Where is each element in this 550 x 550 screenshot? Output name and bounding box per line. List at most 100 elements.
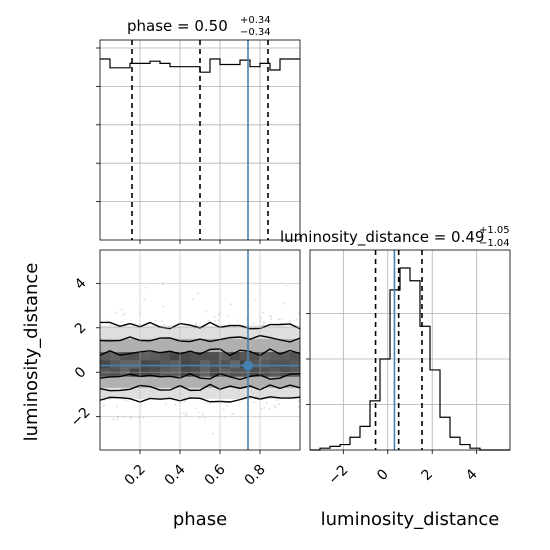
scatter-point bbox=[207, 319, 210, 322]
contour-middle-lower bbox=[99, 383, 301, 392]
density-cell bbox=[260, 352, 270, 361]
density-cell bbox=[140, 360, 150, 369]
phase-xtick-label: 0.4 bbox=[162, 462, 189, 489]
density-cell bbox=[290, 360, 300, 369]
density-cell bbox=[110, 352, 120, 361]
density-cell bbox=[160, 360, 170, 369]
scatter-point bbox=[192, 298, 195, 301]
scatter-point bbox=[297, 405, 300, 408]
density-cell bbox=[190, 360, 200, 369]
scatter-point bbox=[126, 400, 128, 403]
scatter-point bbox=[277, 318, 280, 321]
density-cell bbox=[270, 360, 280, 369]
scatter-point bbox=[195, 322, 198, 325]
scatter-point bbox=[222, 408, 225, 410]
scatter-point bbox=[194, 407, 197, 410]
scatter-point bbox=[106, 319, 109, 322]
scatter-point bbox=[109, 324, 112, 326]
ld-histogram-step bbox=[310, 267, 510, 451]
scatter-point bbox=[201, 413, 204, 416]
contour-middle-upper bbox=[99, 334, 301, 343]
scatter-point bbox=[162, 305, 165, 308]
scatter-point bbox=[281, 317, 284, 320]
scatter-point bbox=[182, 412, 185, 415]
scatter-point bbox=[260, 408, 263, 410]
scatter-point bbox=[217, 313, 220, 316]
phase-marginal-panel bbox=[96, 39, 301, 244]
density-cell bbox=[270, 352, 280, 361]
density-cell bbox=[250, 360, 260, 369]
density-cell bbox=[150, 360, 160, 369]
scatter-point bbox=[273, 405, 276, 407]
density-cell bbox=[220, 360, 230, 369]
scatter-point bbox=[297, 400, 300, 403]
contour-outer-lower bbox=[99, 395, 301, 403]
scatter-point bbox=[236, 319, 239, 322]
density-cell bbox=[250, 352, 260, 361]
density-cell bbox=[100, 360, 110, 369]
x-axis-title-phase: phase bbox=[173, 509, 227, 530]
joint-frame bbox=[99, 249, 301, 451]
ld-ytick-label: 0 bbox=[72, 364, 90, 382]
density-cell bbox=[230, 352, 240, 361]
scatter-point bbox=[263, 407, 265, 409]
scatter-point bbox=[129, 417, 132, 420]
scatter-point bbox=[270, 317, 273, 320]
scatter-point bbox=[265, 401, 268, 404]
scatter-point bbox=[227, 315, 229, 318]
density-cell bbox=[100, 352, 110, 361]
scatter-point bbox=[120, 308, 123, 311]
phase-marginal-title: phase = 0.50 bbox=[127, 17, 228, 35]
scatter-point bbox=[262, 321, 265, 324]
scatter-point bbox=[205, 310, 207, 313]
density-cell bbox=[170, 360, 180, 369]
ld-marginal-title-minus: −1.04 bbox=[479, 238, 510, 249]
y-axis-title-luminosity-distance: luminosity_distance bbox=[21, 263, 42, 442]
scatter-point bbox=[230, 303, 233, 306]
scatter-point bbox=[289, 320, 292, 323]
scatter-point bbox=[112, 417, 115, 420]
density-cell bbox=[210, 352, 220, 361]
scatter-point bbox=[196, 292, 199, 295]
density-cell bbox=[200, 360, 210, 369]
scatter-point bbox=[194, 323, 197, 326]
joint-panel bbox=[96, 249, 301, 454]
density-cell bbox=[180, 360, 190, 369]
scatter-point bbox=[143, 298, 146, 301]
scatter-point bbox=[138, 416, 141, 419]
scatter-point bbox=[274, 406, 277, 409]
density-cell bbox=[120, 360, 130, 369]
scatter-point bbox=[212, 432, 214, 435]
scatter-point bbox=[145, 286, 147, 289]
scatter-point bbox=[277, 403, 280, 405]
scatter-point bbox=[115, 405, 118, 408]
phase-xtick-label: 0.6 bbox=[202, 462, 229, 489]
ld-ytick-label: 4 bbox=[72, 275, 90, 293]
scatter-point bbox=[252, 401, 255, 404]
density-cell bbox=[180, 352, 190, 361]
density-cell bbox=[110, 360, 120, 369]
scatter-point bbox=[283, 302, 286, 305]
scatter-point bbox=[140, 404, 143, 407]
scatter-point bbox=[184, 400, 187, 403]
scatter-point bbox=[260, 317, 262, 319]
scatter-point bbox=[261, 324, 264, 326]
density-cell bbox=[130, 360, 140, 369]
phase-hist-frame bbox=[99, 39, 301, 241]
density-cell bbox=[280, 360, 290, 369]
density-cell bbox=[220, 352, 230, 361]
ld-ytick-label: −2 bbox=[68, 404, 94, 430]
contour-inner-upper bbox=[99, 348, 301, 357]
phase-xtick-label: 0.2 bbox=[122, 462, 149, 489]
scatter-point bbox=[276, 399, 278, 402]
joint-truth-marker bbox=[243, 360, 253, 371]
scatter-point bbox=[121, 314, 124, 316]
scatter-point bbox=[155, 319, 157, 322]
density-cell bbox=[210, 360, 220, 369]
scatter-point bbox=[102, 404, 105, 407]
scatter-point bbox=[252, 322, 255, 325]
density-cell bbox=[290, 352, 300, 361]
phase-marginal-title-minus: −0.34 bbox=[240, 27, 271, 38]
scatter-point bbox=[163, 323, 165, 326]
